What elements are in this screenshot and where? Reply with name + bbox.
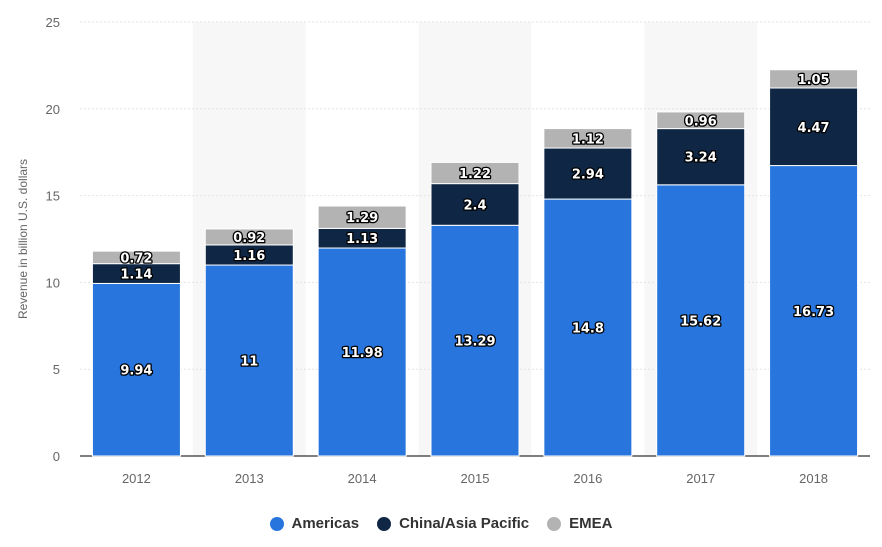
legend: Americas China/Asia Pacific EMEA [0, 515, 882, 532]
bars [91, 69, 859, 457]
data-label: 9.94 [120, 364, 152, 379]
data-label: 11 [240, 355, 258, 370]
legend-item-china-asia-pacific[interactable]: China/Asia Pacific [377, 515, 529, 532]
data-label: 1.12 [572, 132, 604, 147]
data-label: 0.96 [685, 114, 717, 129]
data-label: 3.24 [685, 151, 717, 166]
y-tick-label: 0 [53, 449, 60, 464]
x-axis-ticks: 2012 2013 2014 2015 2016 2017 2018 [122, 471, 828, 486]
x-tick-label: 2018 [799, 471, 828, 486]
stacked-bar-chart: 9.94 1.14 0.72 11 1.16 0.92 11.98 1.13 1.29 13.29… [16, 15, 870, 486]
legend-swatch-icon [377, 516, 392, 531]
data-label: 0.72 [120, 251, 152, 266]
y-tick-label: 5 [53, 362, 60, 377]
bar-segment[interactable] [91, 250, 181, 265]
bar-segment[interactable] [317, 247, 407, 457]
y-tick-label: 25 [46, 15, 60, 30]
bar-segment[interactable] [769, 69, 859, 89]
data-label: 1.22 [459, 167, 491, 182]
x-tick-label: 2013 [235, 471, 264, 486]
bar-segment[interactable] [317, 205, 407, 229]
data-label: 2.4 [463, 198, 486, 213]
data-label: 0.92 [233, 231, 265, 246]
y-axis-ticks: 0 5 10 15 20 25 [46, 15, 60, 464]
x-tick-label: 2012 [122, 471, 151, 486]
bar-segment[interactable] [204, 228, 294, 246]
data-labels: 9.94 1.14 0.72 11 1.16 0.92 11.98 1.13 1.29 13.29… [119, 72, 835, 380]
x-tick-label: 2015 [461, 471, 490, 486]
data-label: 15.62 [680, 314, 721, 329]
x-tick-label: 2017 [686, 471, 715, 486]
data-label: 16.73 [793, 305, 834, 320]
x-tick-label: 2014 [348, 471, 377, 486]
bar-segment[interactable] [430, 183, 520, 226]
y-tick-label: 20 [46, 102, 60, 117]
data-label: 11.98 [342, 346, 383, 361]
data-label: 1.14 [120, 268, 152, 283]
legend-swatch-icon [269, 516, 284, 531]
bar-segment[interactable] [204, 264, 294, 457]
bar-segment[interactable] [543, 128, 633, 149]
bar-segment[interactable] [769, 87, 859, 167]
legend-label: EMEA [569, 515, 613, 532]
legend-item-emea[interactable]: EMEA [547, 515, 612, 532]
legend-label: China/Asia Pacific [399, 515, 530, 532]
legend-label: Americas [291, 515, 360, 532]
bar-segment[interactable] [430, 161, 520, 185]
data-label: 1.16 [233, 249, 265, 264]
y-axis-title: Revenue in billion U.S. dollars [16, 159, 30, 319]
data-label: 1.13 [346, 232, 378, 247]
data-label: 1.29 [346, 211, 378, 226]
bar-segment[interactable] [543, 147, 633, 200]
data-label: 4.47 [798, 121, 830, 136]
data-label: 14.8 [572, 322, 604, 337]
bar-segment[interactable] [769, 165, 859, 457]
y-tick-label: 10 [46, 275, 60, 290]
data-label: 1.05 [798, 73, 830, 88]
bar-segment[interactable] [656, 184, 746, 457]
legend-swatch-icon [547, 516, 562, 531]
bar-segment[interactable] [656, 111, 746, 130]
legend-item-americas[interactable]: Americas [269, 515, 360, 532]
data-label: 13.29 [454, 335, 495, 350]
data-label: 2.94 [572, 168, 604, 183]
bar-segment[interactable] [543, 198, 633, 457]
x-tick-label: 2016 [573, 471, 602, 486]
y-tick-label: 15 [46, 189, 60, 204]
